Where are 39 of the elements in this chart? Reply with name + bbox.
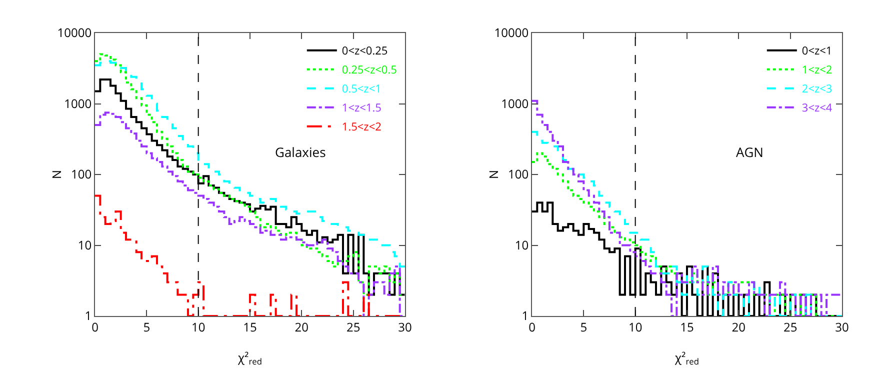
x-tick-label: 30 [398, 318, 412, 336]
y-tick-label: 100 [71, 166, 92, 183]
x-tick-label: 10 [191, 318, 206, 336]
x-tick-label: 25 [346, 318, 360, 336]
x-tick-label: 5 [143, 318, 150, 336]
x-tick-label: 20 [732, 318, 746, 336]
y-tick-label: 1000 [501, 94, 529, 112]
y-tick-label: 1 [84, 307, 92, 324]
y-tick-label: 10000 [494, 24, 529, 42]
x-axis-title: χ²$_{red}$ [674, 349, 699, 368]
x-tick-label: 20 [294, 318, 309, 336]
legend-label: 3<z<4 [802, 100, 833, 116]
legend-label: 0.25<z<0.5 [342, 62, 397, 78]
x-tick-label: 25 [783, 318, 798, 336]
y-tick-label: 1000 [64, 94, 92, 112]
x-tick-label: 15 [243, 318, 257, 336]
y-tick-label: 100 [508, 166, 529, 183]
x-tick-label: 10 [628, 318, 642, 336]
legend-label: 1.5<z<2 [342, 120, 382, 135]
annotation: Galaxies [275, 143, 326, 161]
x-axis-title: χ²$_{red}$ [237, 349, 262, 368]
legend-label: 0.5<z<1 [342, 82, 382, 97]
x-tick-label: 30 [835, 318, 849, 336]
legend-label: 1<z<2 [802, 62, 832, 78]
x-tick-label: 0 [528, 318, 536, 336]
x-tick-label: 0 [92, 318, 99, 336]
x-tick-label: 15 [680, 318, 694, 336]
x-tick-label: 5 [580, 318, 588, 336]
legend-label: 1<z<1.5 [342, 100, 382, 116]
y-axis-title: N [48, 170, 65, 180]
y-axis-title: N [485, 170, 502, 180]
legend-label: 2<z<3 [802, 82, 832, 97]
legend-label: 0<z<1 [802, 44, 832, 59]
y-tick-label: 10 [78, 236, 92, 254]
annotation: AGN [736, 143, 764, 161]
legend-label: 0<z<0.25 [342, 44, 388, 59]
y-tick-label: 10 [514, 236, 529, 254]
y-tick-label: 10000 [57, 24, 92, 42]
y-tick-label: 1 [522, 307, 529, 324]
